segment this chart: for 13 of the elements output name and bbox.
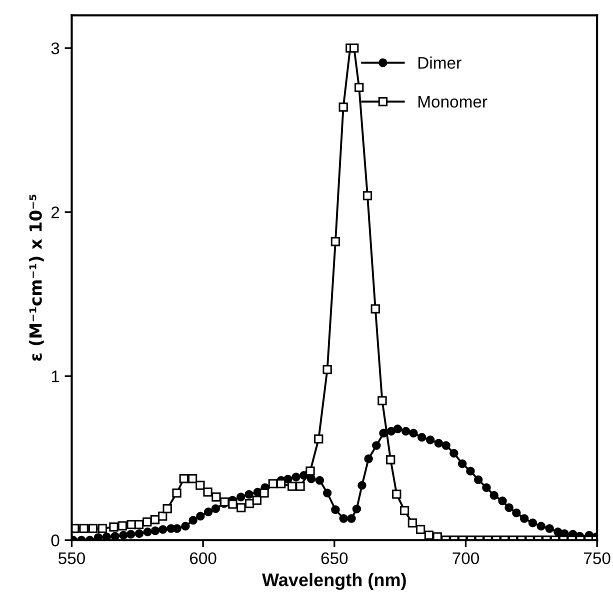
y-tick-label: 2 — [51, 206, 60, 218]
y-axis-title: ε (M⁻¹cm⁻¹) x 10⁻⁵ — [28, 194, 44, 361]
legend-label: Monomer — [418, 96, 488, 108]
y-tick-label: 3 — [51, 42, 60, 54]
x-tick-label: 700 — [452, 552, 479, 564]
x-tick-label: 750 — [584, 552, 610, 564]
x-axis-title: Wavelength (nm) — [262, 573, 406, 590]
y-tick-label: 1 — [52, 370, 60, 382]
legend-label: Dimer — [418, 56, 462, 69]
x-tick-label: 650 — [321, 552, 348, 564]
x-tick-label: 550 — [58, 552, 85, 564]
y-tick-label: 0 — [51, 534, 60, 546]
x-tick-label: 600 — [190, 552, 216, 564]
